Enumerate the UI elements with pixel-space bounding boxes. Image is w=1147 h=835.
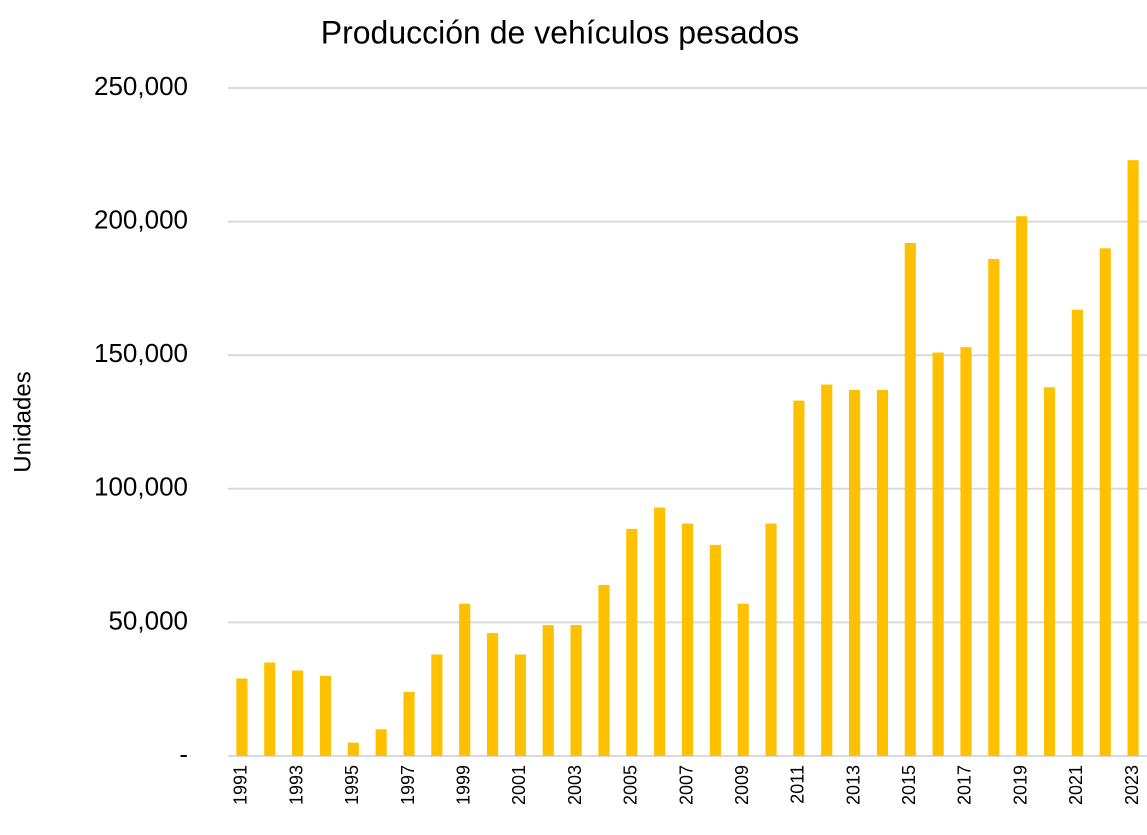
bar: [486, 633, 499, 756]
bar: [264, 662, 276, 756]
x-tick-label: 1997: [398, 765, 418, 805]
y-tick-label: -: [179, 739, 188, 769]
bar: [459, 603, 471, 756]
x-tick-label: 2011: [788, 765, 808, 804]
bar: [681, 523, 694, 756]
bar: [737, 603, 749, 756]
bar: [1016, 216, 1028, 757]
bar: [821, 384, 833, 756]
y-tick-label: 250,000: [94, 71, 188, 101]
x-tick-label: 1991: [231, 765, 251, 805]
x-tick-label: 2003: [565, 765, 585, 805]
y-axis-label: Unidades: [9, 371, 36, 472]
bar: [292, 670, 304, 756]
x-tick-label: 2019: [1010, 765, 1030, 805]
bar: [988, 259, 1000, 756]
x-tick-label: 1995: [342, 765, 362, 805]
bar: [849, 389, 861, 756]
chart-title: Producción de vehículos pesados: [321, 14, 800, 50]
y-tick-label: 200,000: [94, 204, 188, 234]
x-tick-label: 2017: [955, 765, 975, 805]
x-tick-label: 2009: [732, 765, 752, 805]
x-tick-label: 1993: [286, 765, 306, 805]
y-tick-label: 50,000: [108, 605, 188, 635]
bar: [1099, 248, 1111, 756]
x-tick-label: 2013: [843, 765, 863, 805]
x-tick-label: 1999: [453, 765, 473, 805]
bar: [765, 523, 777, 756]
bar: [654, 507, 666, 756]
y-tick-label: 150,000: [94, 338, 188, 368]
bar: [932, 352, 944, 756]
y-tick-label: 100,000: [94, 472, 188, 502]
bar: [375, 729, 387, 756]
bar: [960, 347, 972, 756]
bar: [598, 584, 610, 756]
bar: [876, 389, 889, 756]
x-tick-label: 2005: [621, 765, 641, 805]
bar: [904, 242, 916, 756]
x-tick-label: 2023: [1122, 765, 1142, 805]
bar: [1127, 160, 1139, 757]
x-tick-label: 2015: [899, 765, 919, 805]
bar: [1071, 309, 1083, 756]
bar: [431, 654, 443, 756]
x-tick-label: 2021: [1066, 765, 1086, 805]
x-tick-label: 2007: [676, 765, 696, 805]
bar: [347, 742, 359, 756]
bar: [542, 625, 554, 756]
bar: [709, 544, 721, 756]
bar: [403, 691, 415, 756]
bar: [1043, 387, 1056, 756]
bar: [319, 675, 332, 756]
bar: [570, 625, 582, 756]
bar: [514, 654, 526, 756]
bar: [236, 678, 248, 756]
bar: [793, 400, 805, 756]
bar: [626, 528, 638, 756]
x-tick-label: 2001: [509, 765, 529, 805]
